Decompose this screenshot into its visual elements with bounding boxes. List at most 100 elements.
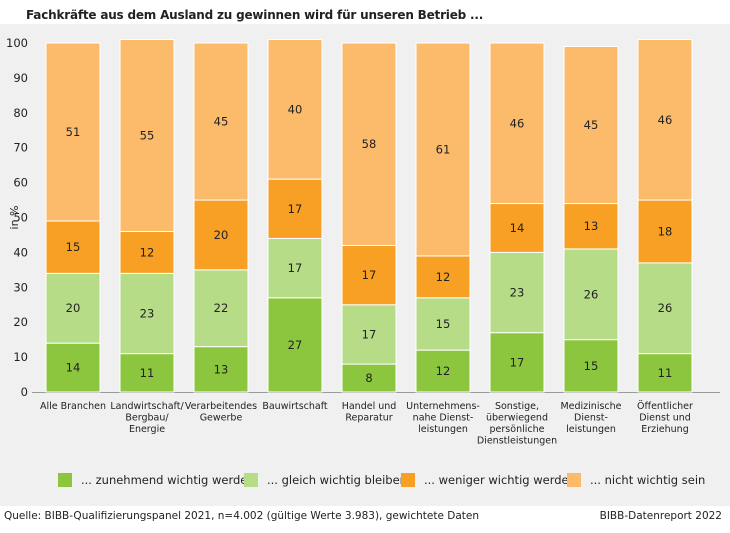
- bar-groups: 14 20 15 51 11 23 12 55 13 22 20 45 27 17 17 40 8 17 17 58 1…: [45, 39, 693, 393]
- bar-segment: [193, 269, 249, 348]
- y-axis: 0 10 20 30 40 50 60 70 80 90 100 in %: [6, 36, 720, 399]
- category-label: Verarbeitendes: [185, 401, 257, 412]
- category-label: Energie: [129, 424, 165, 435]
- data-label: 13: [214, 362, 229, 376]
- bar-segment: [45, 342, 101, 393]
- bar-segment: [637, 353, 693, 393]
- bar-segment: [637, 262, 693, 355]
- bar-segment: [119, 272, 175, 355]
- data-label: 46: [658, 113, 673, 127]
- legend-swatch: [244, 473, 258, 487]
- bar-stack: 8 17 17 58: [341, 42, 397, 393]
- source-note: Quelle: BIBB-Qualifizierungspanel 2021, …: [4, 510, 480, 522]
- data-label: 15: [584, 359, 599, 373]
- data-label: 40: [288, 102, 303, 116]
- data-label: 27: [288, 338, 303, 352]
- data-label: 17: [288, 261, 303, 275]
- category-label: Bergbau/: [125, 413, 169, 424]
- category-label: nahe Dienst-: [413, 413, 474, 424]
- y-tick-label: 50: [13, 211, 28, 225]
- category-label: Dienst-: [574, 413, 608, 424]
- bar-segment: [193, 199, 249, 271]
- y-tick-label: 0: [21, 385, 28, 399]
- bar-segment: [119, 353, 175, 393]
- bar-segment: [267, 237, 323, 299]
- data-label: 23: [140, 306, 155, 320]
- bar-segment: [193, 42, 249, 201]
- data-label: 55: [140, 128, 155, 142]
- category-label: Gewerbe: [200, 413, 243, 424]
- data-label: 20: [66, 301, 81, 315]
- y-tick-label: 60: [13, 176, 28, 190]
- data-label: 23: [510, 286, 525, 300]
- bar-segment: [563, 45, 619, 205]
- data-label: 12: [436, 270, 451, 284]
- category-label: Bauwirtschaft: [262, 401, 328, 412]
- category-label: Sonstige,: [495, 401, 539, 412]
- bar-segment: [341, 363, 397, 393]
- data-label: 58: [362, 137, 377, 151]
- bar-stack: 13 22 20 45: [193, 42, 249, 393]
- y-tick-label: 90: [13, 71, 28, 85]
- bar-segment: [415, 42, 471, 257]
- bar-segment: [119, 230, 175, 274]
- bar-stack: 17 23 14 46: [489, 42, 545, 393]
- bar-segment: [563, 248, 619, 341]
- y-tick-label: 10: [13, 350, 28, 364]
- category-label: Öffentlicher: [637, 401, 693, 412]
- bar-segment: [341, 244, 397, 306]
- category-label: leistungen: [418, 424, 468, 435]
- bar-segment: [341, 42, 397, 246]
- bar-stack: 11 23 12 55: [119, 39, 175, 393]
- bar-segment: [489, 251, 545, 334]
- data-label: 26: [584, 287, 599, 301]
- data-label: 14: [66, 361, 81, 375]
- category-label: persönliche: [490, 424, 545, 435]
- category-labels: Alle Branchen Landwirtschaft/Bergbau/Ener…: [40, 401, 693, 447]
- data-label: 17: [362, 327, 377, 341]
- y-axis-label: in %: [8, 206, 21, 230]
- category-label: Landwirtschaft/: [110, 401, 184, 412]
- bar-segment: [341, 304, 397, 365]
- y-tick-label: 30: [13, 280, 28, 294]
- chart-title: Fachkräfte aus dem Ausland zu gewinnen w…: [26, 8, 484, 22]
- data-label: 61: [436, 142, 451, 156]
- bar-stack: 12 15 12 61: [415, 42, 471, 393]
- y-tick-label: 80: [13, 106, 28, 120]
- legend-swatch: [58, 473, 72, 487]
- bar-stack: 15 26 13 45: [563, 45, 619, 393]
- bar-segment: [193, 346, 249, 393]
- legend-swatch: [567, 473, 581, 487]
- category-label: Dienst und: [639, 413, 691, 424]
- data-label: 11: [140, 366, 155, 380]
- y-tick-label: 70: [13, 141, 28, 155]
- legend: ... zunehmend wichtig werden ... gleich w…: [58, 473, 705, 487]
- bar-segment: [45, 272, 101, 344]
- category-label: überwiegend: [486, 413, 548, 424]
- report-label: BIBB-Datenreport 2022: [599, 510, 722, 522]
- data-label: 14: [510, 221, 525, 235]
- data-label: 17: [362, 268, 377, 282]
- data-label: 46: [510, 116, 525, 130]
- bar-segment: [489, 332, 545, 393]
- bar-stack: 14 20 15 51: [45, 42, 101, 393]
- bar-segment: [119, 39, 175, 232]
- data-label: 17: [288, 202, 303, 216]
- bar-segment: [637, 39, 693, 201]
- data-label: 13: [584, 219, 599, 233]
- legend-label: ... weniger wichtig werden: [424, 473, 576, 487]
- bar-stack: 11 26 18 46: [637, 39, 693, 393]
- data-label: 51: [66, 125, 81, 139]
- category-label: Medizinische: [560, 401, 621, 412]
- data-label: 8: [365, 371, 372, 385]
- bar-segment: [45, 42, 101, 222]
- legend-swatch: [401, 473, 415, 487]
- data-label: 26: [658, 301, 673, 315]
- legend-label: ... nicht wichtig sein: [590, 473, 705, 487]
- data-label: 17: [510, 355, 525, 369]
- y-tick-label: 20: [13, 315, 28, 329]
- bar-segment: [489, 42, 545, 205]
- category-label: Erziehung: [641, 424, 688, 435]
- data-label: 15: [436, 317, 451, 331]
